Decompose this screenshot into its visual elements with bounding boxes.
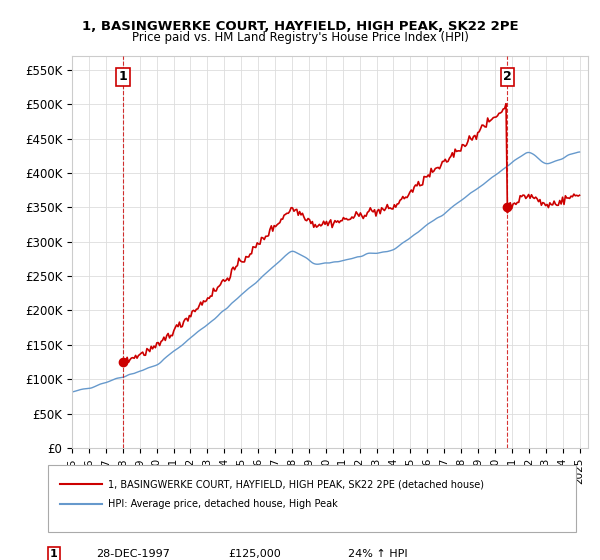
- Text: 2: 2: [503, 70, 512, 83]
- Text: 1, BASINGWERKE COURT, HAYFIELD, HIGH PEAK, SK22 2PE (detached house): 1, BASINGWERKE COURT, HAYFIELD, HIGH PEA…: [108, 479, 484, 489]
- Text: HPI: Average price, detached house, High Peak: HPI: Average price, detached house, High…: [108, 499, 338, 509]
- Text: 1: 1: [50, 549, 58, 559]
- Text: Price paid vs. HM Land Registry's House Price Index (HPI): Price paid vs. HM Land Registry's House …: [131, 31, 469, 44]
- Text: £125,000: £125,000: [228, 549, 281, 559]
- Text: 28-DEC-1997: 28-DEC-1997: [96, 549, 170, 559]
- Text: 24% ↑ HPI: 24% ↑ HPI: [348, 549, 407, 559]
- Text: 1: 1: [119, 70, 127, 83]
- Text: 1, BASINGWERKE COURT, HAYFIELD, HIGH PEAK, SK22 2PE: 1, BASINGWERKE COURT, HAYFIELD, HIGH PEA…: [82, 20, 518, 32]
